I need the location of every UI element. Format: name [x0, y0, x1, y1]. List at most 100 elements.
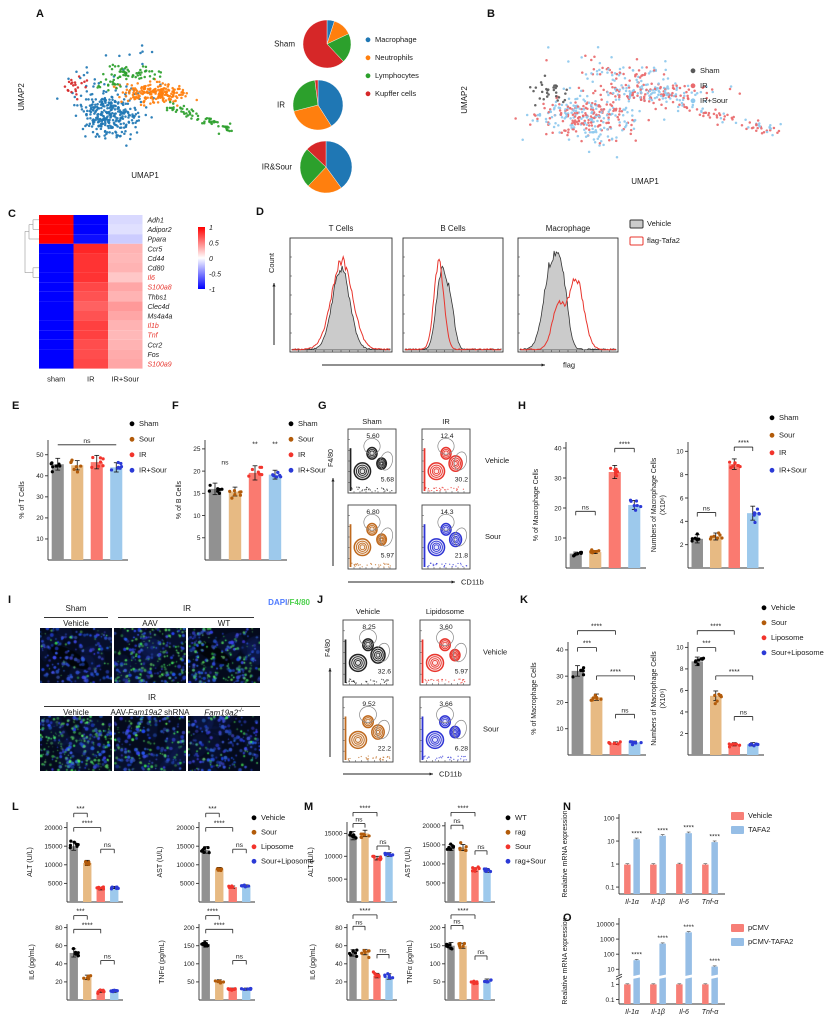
flow-contour-plot: 3.66 6.28: [419, 696, 471, 763]
stain-part: DAPI: [268, 598, 288, 607]
legend-item: Sour: [761, 618, 787, 627]
significance-annotation: ****: [715, 669, 754, 680]
data-dots: [470, 865, 481, 873]
data-dots: [200, 940, 210, 948]
significance-stars: ****: [683, 924, 694, 931]
y-axis-label: % of T Cells: [19, 481, 26, 519]
legend-item: Sour: [129, 435, 155, 444]
fluorescence-image: [188, 628, 260, 683]
stain-legend: DAPI/F4/80: [205, 598, 310, 607]
gene-label: Adipor2: [147, 227, 172, 234]
legend-item: Vehicle: [251, 813, 285, 822]
data-dots: [609, 466, 620, 478]
legend-item: Liposome: [251, 842, 294, 851]
heatmap-cell: [108, 349, 143, 359]
svg-text:ns: ns: [477, 949, 485, 956]
y-tick-label: 80: [55, 925, 63, 932]
data-dots: [628, 498, 643, 512]
pie-slice: [302, 19, 344, 69]
legend-item: Vehicle: [731, 811, 772, 820]
category-label: Il-1α: [625, 899, 640, 906]
legend-item: pCMV: [731, 923, 769, 932]
pie-chart: [302, 19, 352, 69]
svg-text:ns: ns: [703, 506, 711, 513]
plot-title: B Cells: [440, 224, 465, 233]
legend-item: Sour+Liposome: [761, 648, 824, 657]
bar: [201, 943, 210, 1000]
bar-chart: 0.1 1 10 100 1000 10000 Realative mRNA express…: [562, 917, 725, 1016]
gate-percentage: 6.28: [455, 745, 468, 752]
y-tick-label: 10000: [324, 854, 342, 861]
data-dots: [589, 548, 601, 555]
legend-item: IR: [129, 450, 147, 459]
y-axis-label: TNFα (pg/mL): [407, 940, 414, 984]
gene-label: Il1b: [148, 323, 159, 330]
significance-annotation: ns: [232, 953, 247, 965]
data-dots: [247, 465, 264, 478]
significance-annotation: ***: [205, 806, 220, 818]
heatmap-cell: [73, 330, 108, 340]
y-tick-label: 10: [36, 536, 44, 543]
group-label-ir: IR: [183, 604, 191, 613]
heatmap-cell: [108, 234, 143, 244]
pie-label: IR&Sour: [262, 163, 293, 172]
significance-annotation: ns: [575, 504, 596, 516]
bar-chart: 20 40 60 80 IL6 (pg/mL) **** ns ns: [310, 908, 397, 1001]
significance-annotation: **: [272, 441, 278, 448]
svg-text:Sour: Sour: [298, 435, 314, 444]
heatmap-cell: [73, 224, 108, 235]
data-dots: [200, 845, 211, 855]
legend-item: Sham: [288, 419, 318, 428]
data-dots: [109, 460, 124, 472]
data-dots: [589, 693, 603, 702]
bar: [361, 833, 369, 902]
row-label: Sour: [483, 725, 499, 734]
significance-stars: ****: [683, 825, 694, 832]
pie-slice: [292, 79, 319, 112]
gene-label: Ppara: [148, 237, 167, 244]
bar: [96, 990, 105, 1000]
gate-ellipse-top: [363, 513, 381, 531]
data-dots: [607, 740, 622, 746]
bar-chart: 2 4 6 8 10 Numbers of Macrophage Cells (X10⁶) *…: [651, 624, 764, 756]
svg-text:****: ****: [458, 908, 469, 915]
gate-ellipse-top: [436, 629, 454, 647]
svg-text:Lymphocytes: Lymphocytes: [375, 71, 419, 80]
x-axis-label: flag: [563, 361, 575, 370]
group-underline: [44, 706, 260, 707]
data-dots: [227, 884, 235, 889]
category-label: Il-1α: [625, 1009, 640, 1016]
bar: [702, 864, 709, 894]
heatmap-cell: [108, 263, 143, 273]
column-label: IR+Sour: [111, 375, 139, 384]
data-dots: [207, 483, 224, 495]
data-dots: [109, 885, 120, 891]
panel-label-a: A: [36, 8, 44, 20]
heatmap-cell: [39, 339, 74, 350]
bar: [69, 952, 78, 1000]
label-segment: Vehicle: [63, 708, 89, 717]
svg-text:ns: ns: [453, 818, 461, 825]
legend-item: IR+Sour: [769, 466, 807, 475]
y-tick-label: 6: [680, 495, 684, 502]
svg-text:****: ****: [214, 821, 225, 828]
y-tick-label: 2: [680, 542, 684, 549]
gene-label: S100a8: [148, 285, 172, 292]
axis-arrow: [331, 478, 335, 566]
heatmap-cell: [73, 263, 108, 273]
column-label: sham: [47, 375, 65, 384]
legend-item: TAFA2: [731, 825, 770, 834]
svg-text:ns: ns: [236, 842, 244, 849]
legend-item: Sham: [690, 66, 720, 75]
svg-text:**: **: [272, 441, 278, 448]
svg-text:ns: ns: [355, 817, 363, 824]
gate-ellipse-top: [359, 629, 377, 647]
gate-percentage: 32.6: [378, 668, 391, 675]
significance-annotation: ****: [577, 624, 616, 635]
gate-ellipse-right: [453, 527, 467, 547]
svg-text:Sour+Liposome: Sour+Liposome: [261, 857, 314, 866]
bar: [685, 932, 692, 1004]
significance-annotation: ns: [733, 710, 754, 721]
svg-text:IR: IR: [139, 450, 147, 459]
y-tick-label: 50: [36, 452, 44, 459]
